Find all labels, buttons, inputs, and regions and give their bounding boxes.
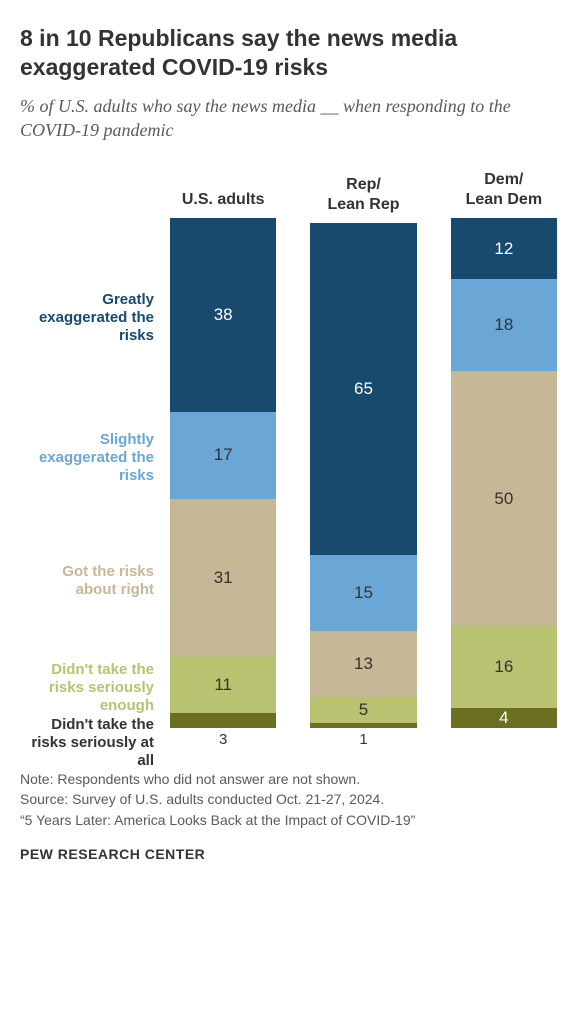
bar-segment: 4 — [451, 708, 557, 728]
bar-segment: 65 — [310, 223, 416, 555]
bar-segment: 31 — [170, 499, 276, 657]
category-label: Greatly exaggerated the risks — [20, 221, 154, 415]
bar-group: Rep/Lean Rep 6515135 1 — [310, 175, 416, 749]
bar-header: U.S. adults — [182, 170, 265, 210]
stacked-bar: 121850164 — [451, 218, 557, 728]
bars-row: U.S. adults381731113Rep/Lean Rep65151351… — [170, 170, 557, 749]
bar-segment: 13 — [310, 631, 416, 697]
chart-subtitle: % of U.S. adults who say the news media … — [20, 94, 557, 143]
bar-segment: 11 — [170, 657, 276, 713]
bar-header: Rep/Lean Rep — [327, 175, 399, 215]
bar-below-value: 1 — [359, 731, 367, 749]
bar-group: Dem/Lean Dem 121850164 — [451, 170, 557, 749]
bar-segment — [170, 713, 276, 728]
category-label: Slightly exaggerated the risks — [20, 415, 154, 502]
footnote-report: “5 Years Later: America Looks Back at th… — [20, 810, 557, 830]
chart-title: 8 in 10 Republicans say the news media e… — [20, 24, 557, 82]
footnote-source: Source: Survey of U.S. adults conducted … — [20, 789, 557, 809]
category-labels-column: Greatly exaggerated the risksSlightly ex… — [20, 173, 160, 749]
stacked-bar: 6515135 — [310, 223, 416, 728]
bar-segment: 16 — [451, 626, 557, 708]
category-label: Didn't take the risks seriously enough — [20, 660, 154, 716]
footnote-note: Note: Respondents who did not answer are… — [20, 769, 557, 789]
bar-segment: 38 — [170, 218, 276, 412]
bar-segment: 50 — [451, 371, 557, 626]
bar-segment: 18 — [451, 279, 557, 371]
bar-header: Dem/Lean Dem — [466, 170, 542, 210]
bar-segment: 12 — [451, 218, 557, 279]
chart-area: Greatly exaggerated the risksSlightly ex… — [20, 170, 557, 749]
category-label: Got the risks about right — [20, 502, 154, 660]
category-label: Didn't take the risks seriously at all — [20, 716, 154, 749]
stacked-bar: 38173111 — [170, 218, 276, 728]
brand: PEW RESEARCH CENTER — [20, 846, 557, 862]
bar-segment: 5 — [310, 697, 416, 723]
footnotes: Note: Respondents who did not answer are… — [20, 769, 557, 830]
bar-below-value: 3 — [219, 731, 227, 749]
bar-group: U.S. adults 38173111 3 — [170, 170, 276, 749]
bar-segment: 15 — [310, 555, 416, 632]
bar-segment — [310, 723, 416, 728]
bar-segment: 17 — [170, 412, 276, 499]
